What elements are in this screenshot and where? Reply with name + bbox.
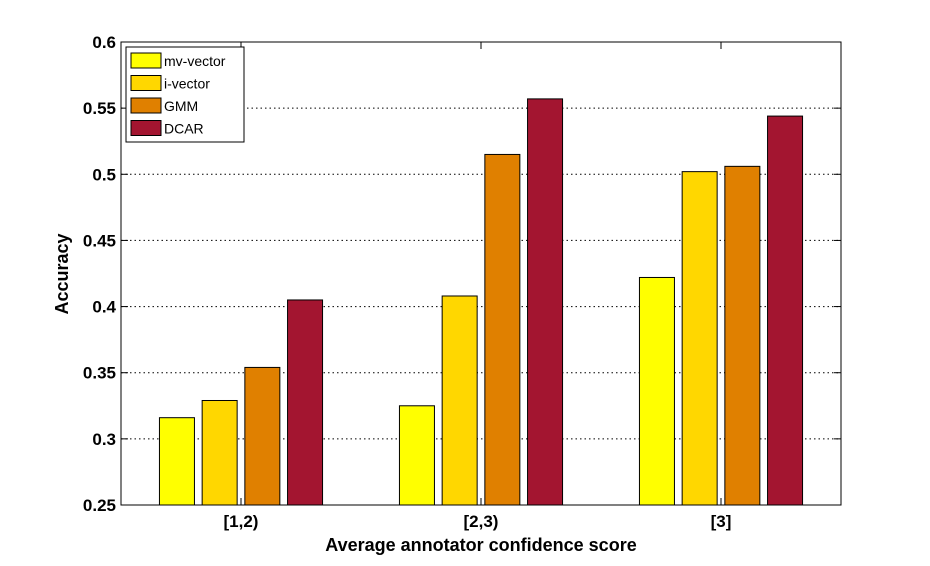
y-tick-label: 0.35 bbox=[83, 364, 116, 383]
bar-dcar-2 bbox=[527, 98, 564, 506]
bar-i-vector-2 bbox=[441, 295, 478, 506]
x-tick-label: [2,3) bbox=[464, 512, 499, 531]
legend-swatch bbox=[130, 75, 162, 91]
y-tick-label: 0.4 bbox=[92, 298, 116, 317]
y-tick-label: 0.45 bbox=[83, 231, 116, 250]
legend-label: DCAR bbox=[164, 121, 204, 137]
bar-mv-vector-3 bbox=[638, 276, 675, 506]
gridlines bbox=[121, 107, 841, 440]
y-tick-label: 0.25 bbox=[83, 496, 116, 515]
legend-label: GMM bbox=[164, 98, 198, 114]
legend-swatch bbox=[130, 52, 162, 69]
y-tick-label: 0.6 bbox=[92, 33, 116, 52]
legend-label: mv-vector bbox=[164, 53, 226, 69]
bar-gmm-3 bbox=[724, 165, 761, 506]
legend-swatch bbox=[130, 120, 162, 136]
x-axis-label: Average annotator confidence score bbox=[325, 535, 636, 555]
bar-mv-vector-1 bbox=[158, 417, 195, 506]
bar-gmm-2 bbox=[484, 153, 521, 506]
x-tick-label: [1,2) bbox=[224, 512, 259, 531]
axis-ticks: 0.25 0.3 0.35 0.4 0.45 0.5 0.55 0.6 [1,2) [2,3) [3… bbox=[83, 33, 841, 531]
y-tick-label: 0.55 bbox=[83, 99, 116, 118]
bar-gmm-1 bbox=[244, 366, 281, 506]
bar-dcar-1 bbox=[287, 299, 324, 506]
bar-i-vector-3 bbox=[681, 171, 718, 506]
y-axis-label: Accuracy bbox=[52, 233, 72, 314]
legend-swatch bbox=[130, 97, 162, 114]
y-tick-label: 0.5 bbox=[92, 165, 116, 184]
bars-group bbox=[158, 98, 804, 506]
bar-mv-vector-2 bbox=[398, 405, 435, 506]
legend: mv-vector i-vector GMM DCAR bbox=[125, 46, 245, 143]
y-tick-label: 0.3 bbox=[92, 430, 116, 449]
legend-label: i-vector bbox=[164, 76, 210, 92]
x-tick-label: [3] bbox=[711, 512, 732, 531]
bar-i-vector-1 bbox=[201, 399, 238, 506]
bar-dcar-3 bbox=[767, 115, 804, 506]
